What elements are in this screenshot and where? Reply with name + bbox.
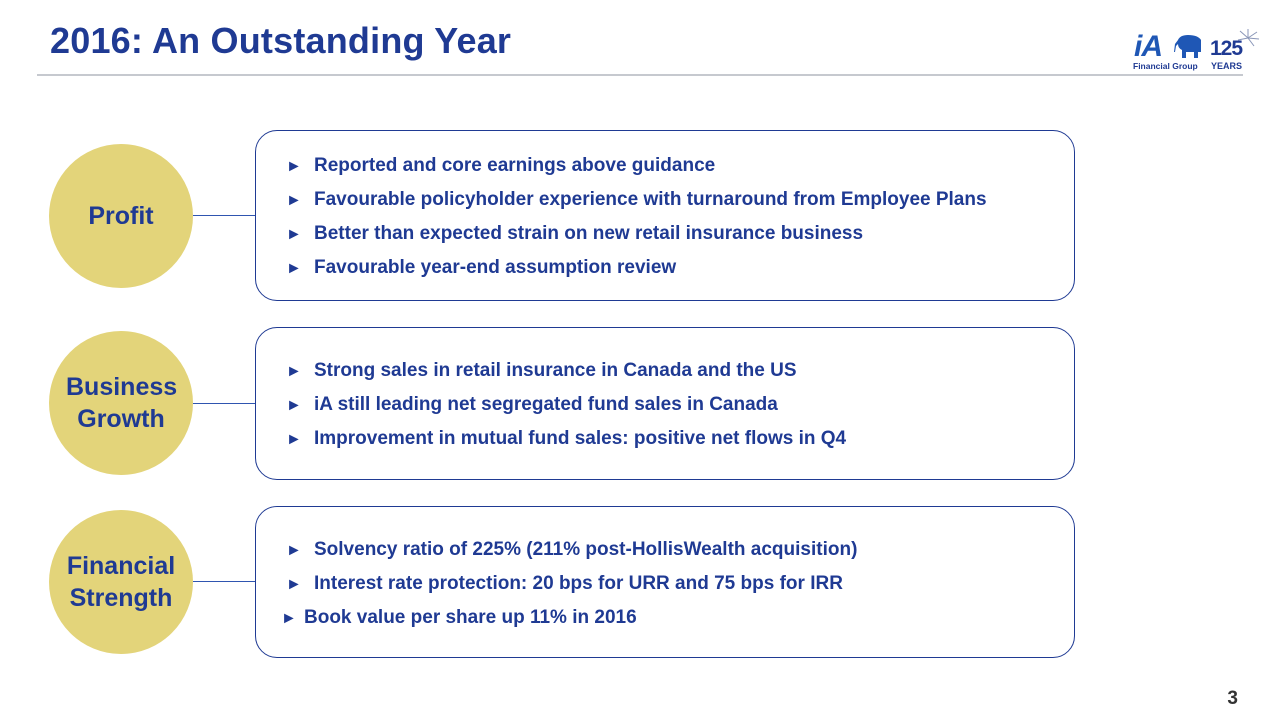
bullet-arrow-icon: ► (286, 542, 302, 559)
profit-bullet: ► Favourable policyholder experience with… (286, 183, 987, 217)
bullet-arrow-icon: ► (286, 260, 302, 277)
title-divider (37, 74, 1243, 76)
profit-box: ► Reported and core earnings above guidan… (255, 130, 1075, 301)
financial-strength-label: Financial Strength (66, 552, 176, 612)
bullet-arrow-icon: ► (286, 192, 302, 209)
company-logo: iA Financial Group 125 YEARS (1132, 29, 1264, 76)
profit-circle: Profit (49, 144, 193, 288)
business-growth-bullet: ► Strong sales in retail insurance in Can… (286, 354, 846, 388)
business-growth-bullet: ► iA still leading net segregated fund sa… (286, 388, 846, 422)
business-growth-connector (193, 403, 255, 404)
sparkle-icon (1237, 29, 1260, 47)
financial-strength-box: ► Solvency ratio of 225% (211% post-Holli… (255, 506, 1075, 658)
business-growth-label: Business Growth (66, 373, 178, 433)
financial-strength-bullet: ► Book value per share up 11% in 2016 (281, 601, 857, 635)
logo-anniversary-number: 125 (1210, 37, 1243, 60)
bullet-arrow-icon: ► (286, 363, 302, 380)
financial-strength-connector (193, 581, 255, 582)
slide-title: 2016: An Outstanding Year (50, 20, 512, 61)
financial-strength-bullet: ► Solvency ratio of 225% (211% post-Holli… (286, 533, 857, 567)
profit-bullet: ► Reported and core earnings above guidan… (286, 149, 987, 183)
financial-strength-bullet: ► Interest rate protection: 20 bps for UR… (286, 567, 857, 601)
logo-subtitle: Financial Group (1133, 61, 1198, 71)
business-growth-bullet: ► Improvement in mutual fund sales: posit… (286, 422, 846, 456)
bullet-arrow-icon: ► (281, 610, 297, 627)
bullet-arrow-icon: ► (286, 576, 302, 593)
logo-brand: iA (1134, 30, 1163, 63)
profit-connector (193, 215, 255, 216)
bullet-arrow-icon: ► (286, 397, 302, 414)
financial-strength-circle: Financial Strength (49, 510, 193, 654)
bullet-arrow-icon: ► (286, 226, 302, 243)
profit-bullet: ► Favourable year-end assumption review (286, 251, 987, 285)
logo-anniversary-label: YEARS (1211, 61, 1243, 71)
business-growth-box: ► Strong sales in retail insurance in Can… (255, 327, 1075, 480)
elephant-icon (1174, 35, 1201, 58)
profit-bullet: ► Better than expected strain on new reta… (286, 217, 987, 251)
bullet-arrow-icon: ► (286, 431, 302, 448)
bullet-arrow-icon: ► (286, 158, 302, 175)
business-growth-circle: Business Growth (49, 331, 193, 475)
page-number: 3 (1227, 688, 1238, 709)
profit-label: Profit (88, 202, 154, 230)
